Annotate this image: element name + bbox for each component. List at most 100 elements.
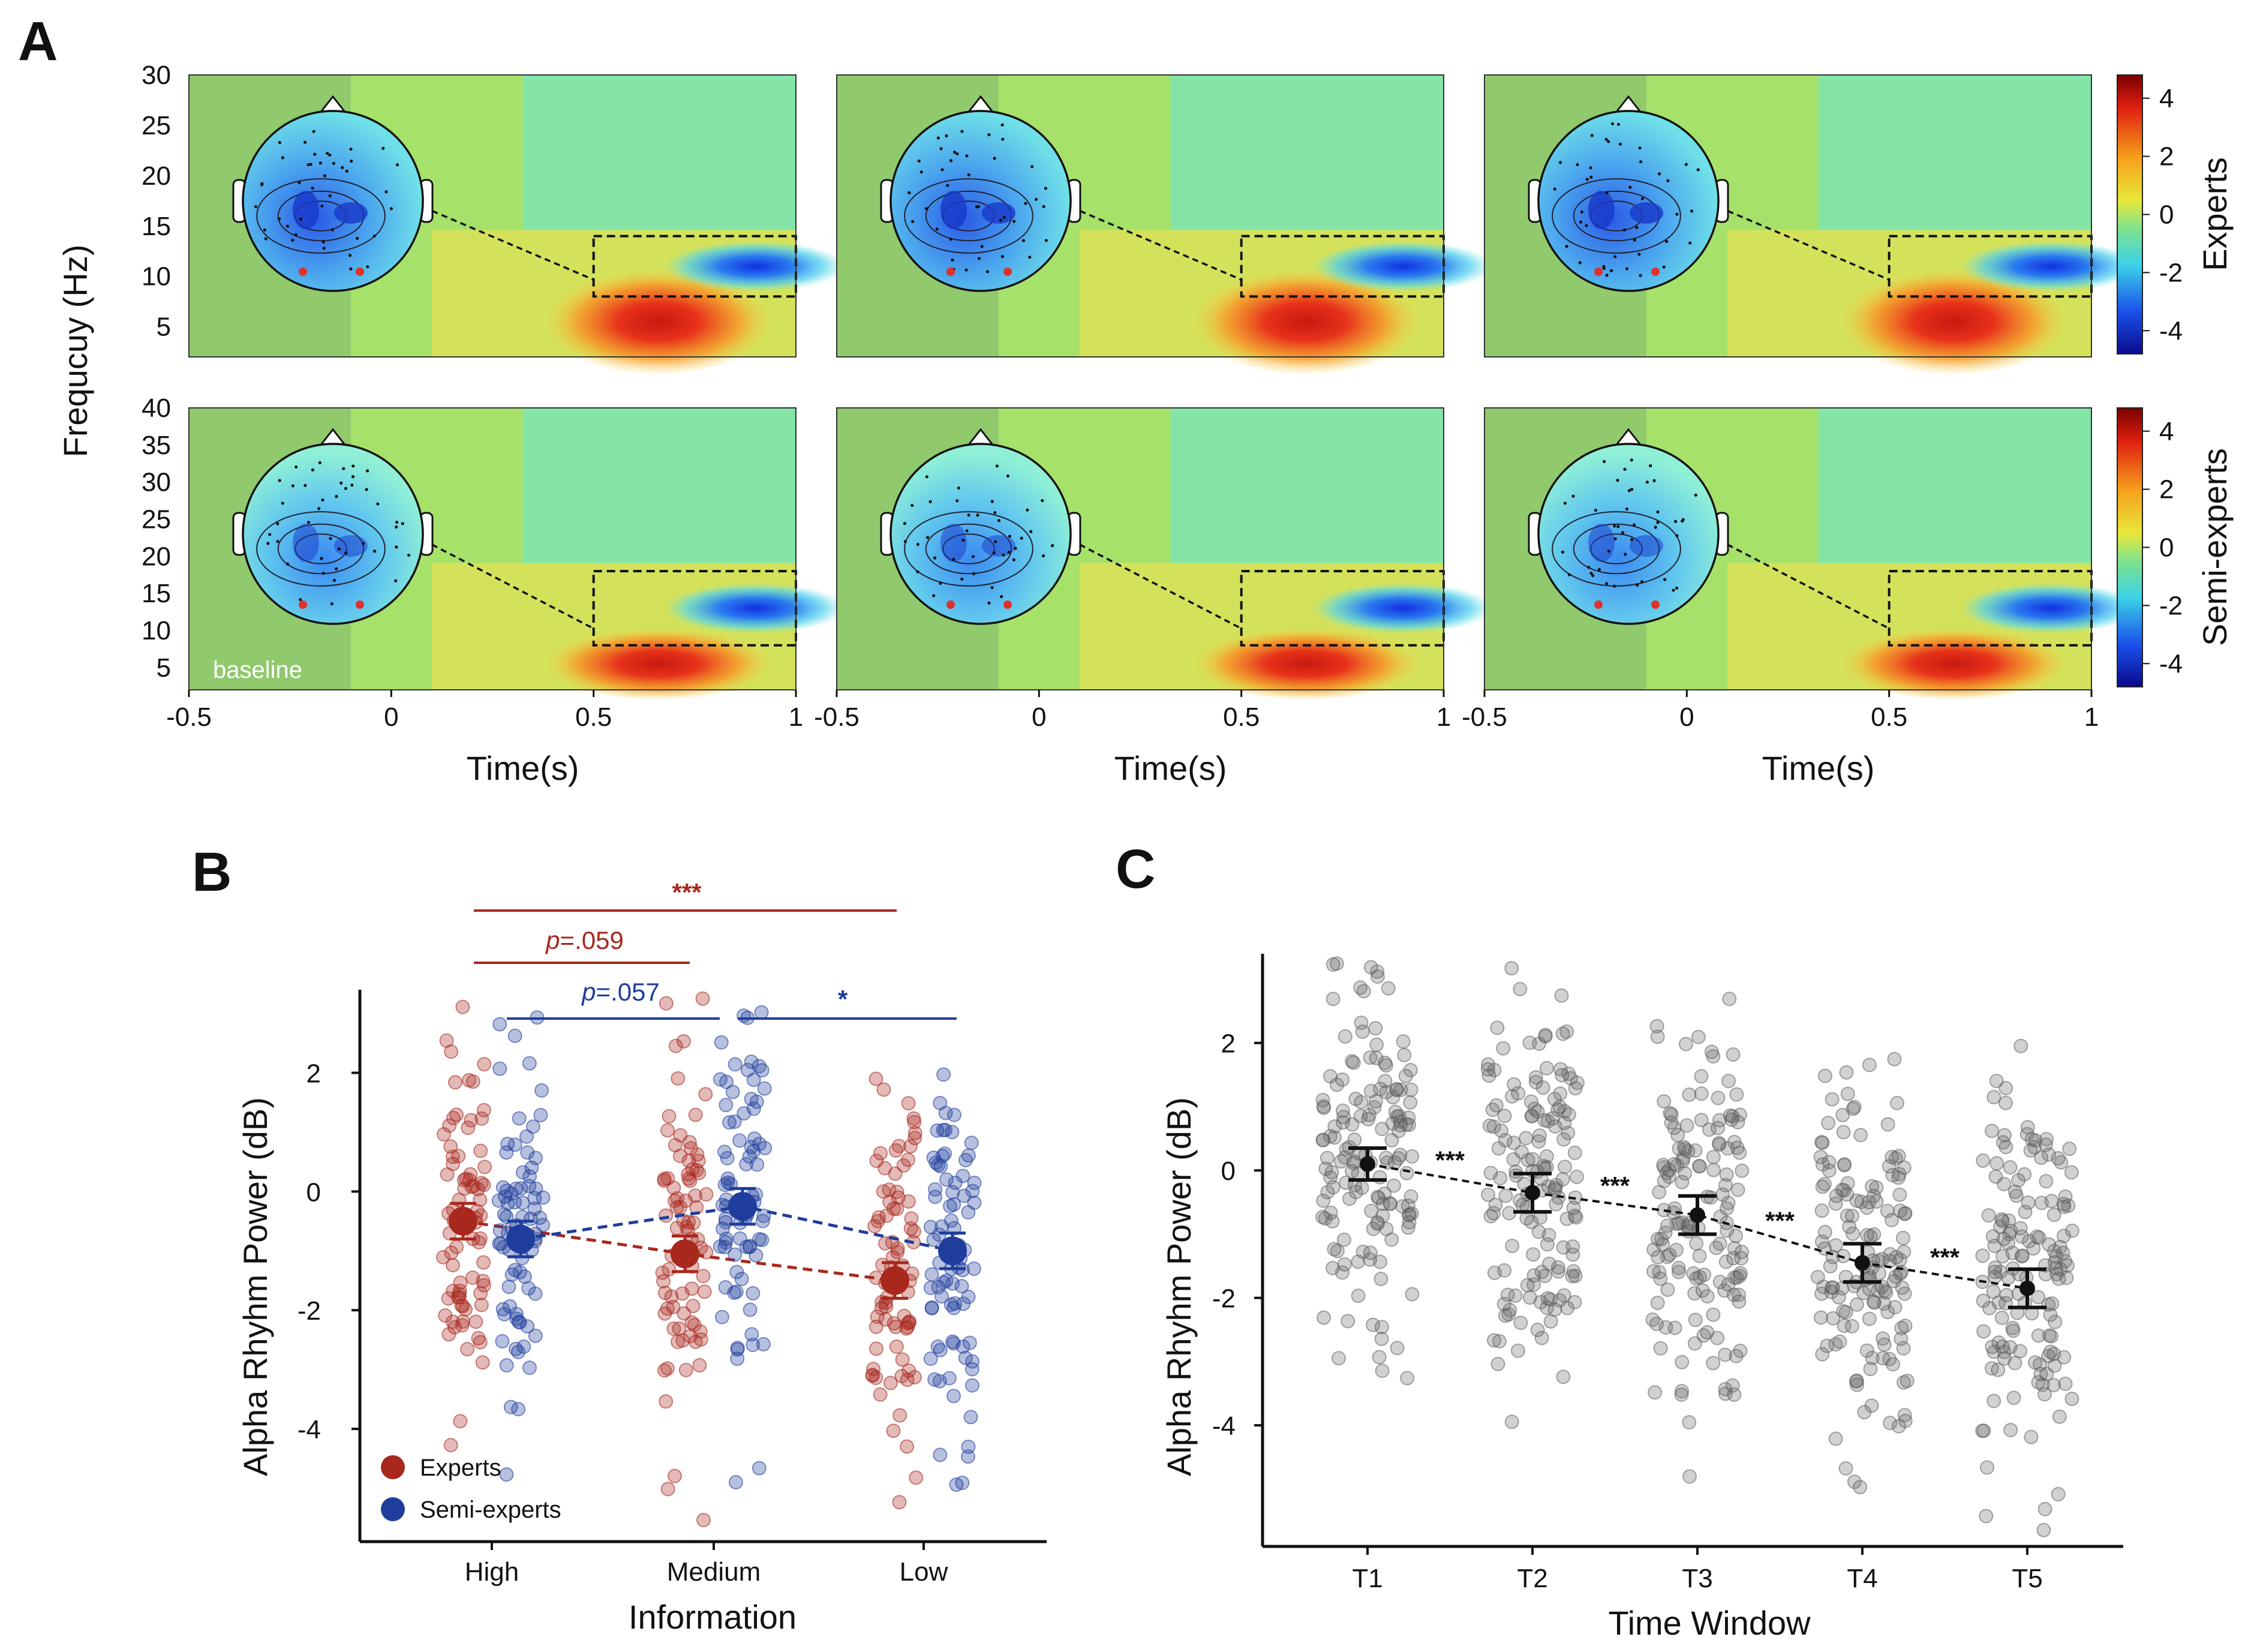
raw-point-c	[1813, 1310, 1828, 1325]
raw-point-c	[1405, 1149, 1420, 1164]
raw-point-experts	[443, 1438, 458, 1453]
raw-point-c	[1569, 1169, 1584, 1184]
electrode-dot	[990, 585, 994, 590]
electrode-dot	[1632, 523, 1636, 527]
raw-point-experts	[886, 1423, 901, 1438]
raw-point-c	[1327, 1242, 1342, 1257]
electrode-dot	[949, 238, 952, 241]
raw-point-experts	[907, 1125, 922, 1140]
electrode-dot	[263, 228, 267, 232]
raw-point-c	[1323, 1205, 1338, 1220]
raw-point-c	[1500, 1287, 1515, 1302]
raw-point-semi-experts	[492, 1061, 507, 1076]
raw-point-c	[1814, 1203, 1829, 1218]
raw-point-c	[1874, 1252, 1889, 1267]
raw-point-semi-experts	[926, 1150, 941, 1165]
electrode-dot	[1029, 530, 1033, 533]
raw-point-semi-experts	[522, 1360, 537, 1375]
raw-point-c	[1559, 1211, 1574, 1226]
raw-point-c	[2024, 1429, 2039, 1444]
tf-map-experts-1: 30 25 20 15 10 5	[142, 61, 847, 376]
raw-point-c	[2051, 1486, 2066, 1501]
raw-point-c	[1828, 1196, 1843, 1211]
raw-point-experts	[658, 1285, 673, 1300]
mean-point-c	[1525, 1185, 1540, 1201]
raw-point-semi-experts	[734, 1272, 749, 1287]
electrode-dot	[1672, 588, 1675, 592]
raw-point-experts	[462, 1173, 477, 1188]
raw-point-c	[1315, 1092, 1330, 1107]
raw-point-c	[1504, 1414, 1519, 1429]
raw-point-experts	[446, 1157, 461, 1172]
topo-peak-left	[1588, 524, 1615, 562]
raw-point-semi-experts	[507, 1137, 522, 1152]
electrode-dot	[1553, 187, 1556, 191]
colorbar-tick-label: 2	[2159, 142, 2174, 172]
electrode-dot	[335, 495, 338, 498]
raw-point-semi-experts	[495, 1333, 510, 1348]
raw-point-semi-experts	[954, 1279, 969, 1294]
raw-point-experts	[867, 1219, 882, 1234]
raw-point-c	[1530, 1323, 1545, 1338]
raw-point-c	[1712, 1275, 1727, 1290]
raw-point-c	[1557, 1116, 1572, 1131]
raw-point-c	[1840, 1208, 1855, 1223]
pairwise-sig-label: ***	[1765, 1206, 1795, 1235]
raw-point-experts	[473, 1143, 488, 1158]
raw-point-c	[1889, 1249, 1904, 1264]
raw-point-semi-experts	[961, 1449, 976, 1464]
raw-point-c	[1700, 1325, 1715, 1340]
tf-map-semi-1: 40 35 30 25 20 15 10 5 -0.5 0 0.5 1 Time(s) baseline	[142, 394, 847, 787]
y-tick-label-c: 0	[1221, 1157, 1236, 1186]
tf-cool-region	[1170, 408, 1444, 563]
raw-point-semi-experts	[524, 1160, 539, 1175]
raw-point-c	[1374, 1272, 1389, 1287]
electrode-highlight	[946, 268, 955, 276]
raw-point-c	[1706, 1307, 1721, 1322]
raw-point-c	[1825, 1280, 1840, 1295]
raw-point-c	[1692, 1158, 1707, 1173]
topo-connector	[1718, 206, 1890, 281]
electrode-dot	[955, 152, 959, 156]
raw-point-semi-experts	[719, 1235, 734, 1250]
raw-point-c	[1566, 1264, 1581, 1279]
electrode-dot	[925, 536, 930, 539]
electrode-dot	[349, 267, 353, 271]
x-tick-label-c: T4	[1847, 1564, 1877, 1593]
raw-point-experts	[448, 1075, 463, 1090]
y-tick-label: 15	[142, 579, 171, 608]
raw-point-c	[1850, 1377, 1865, 1392]
electrode-dot	[1613, 255, 1617, 259]
raw-point-experts	[871, 1210, 886, 1225]
raw-point-c	[1554, 988, 1569, 1003]
raw-point-c	[1390, 1341, 1405, 1356]
raw-point-semi-experts	[717, 1145, 732, 1160]
raw-point-c	[1560, 1300, 1575, 1315]
raw-point-c	[2056, 1197, 2071, 1212]
raw-point-c	[2042, 1237, 2057, 1252]
raw-point-c	[1396, 1034, 1411, 1049]
electrode-dot	[939, 147, 943, 151]
raw-point-c	[1660, 1282, 1675, 1297]
raw-point-experts	[900, 1439, 915, 1454]
raw-point-c	[1826, 1311, 1841, 1326]
raw-point-experts	[695, 991, 710, 1006]
sig-value-experts: =.059	[560, 926, 624, 954]
raw-point-c	[2018, 1205, 2033, 1220]
raw-point-c	[1836, 1125, 1851, 1140]
raw-point-c	[1525, 1152, 1540, 1167]
raw-point-c	[1675, 1175, 1690, 1190]
raw-point-c	[1877, 1337, 1892, 1352]
x-tick-label: 1	[2084, 702, 2099, 732]
raw-point-c	[1986, 1090, 2001, 1105]
electrode-dot	[384, 190, 388, 194]
electrode-dot	[1002, 553, 1005, 557]
electrode-dot	[291, 238, 294, 242]
x-tick-label-b: High	[465, 1557, 519, 1587]
electrode-dot	[1637, 253, 1641, 256]
electrode-dot	[1630, 488, 1634, 491]
electrode-dot	[1628, 185, 1632, 189]
electrode-dot	[372, 549, 377, 553]
head-topomap	[242, 110, 424, 292]
raw-point-c	[1326, 992, 1341, 1007]
